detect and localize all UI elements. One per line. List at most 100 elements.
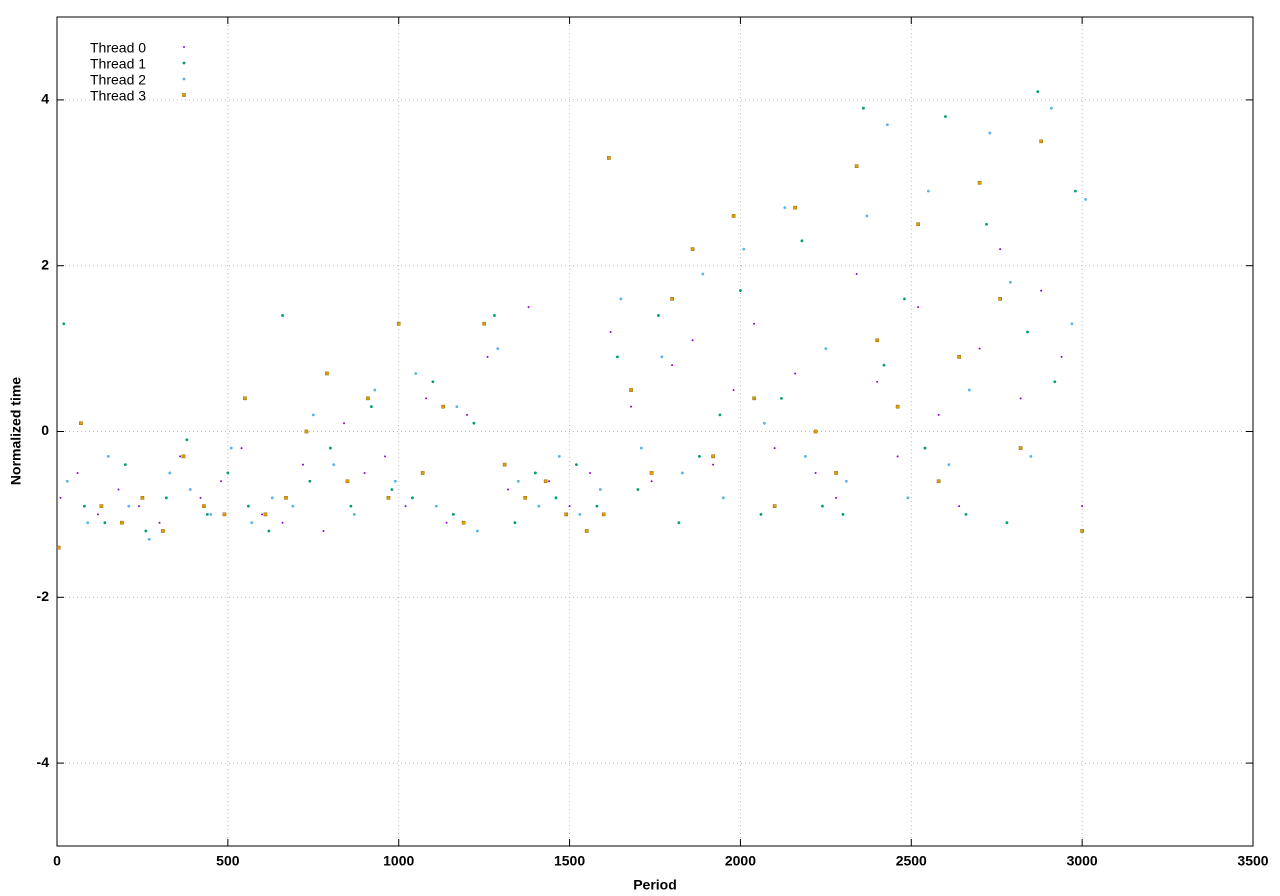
data-point [814, 471, 817, 474]
data-point [834, 471, 838, 475]
data-point [386, 496, 391, 500]
data-point [138, 505, 141, 508]
data-point [496, 347, 500, 350]
data-point [718, 413, 722, 417]
data-point [270, 496, 274, 500]
data-point [690, 247, 695, 251]
data-point [240, 447, 243, 450]
data-point [835, 496, 838, 499]
data-point [677, 521, 681, 525]
data-point [1036, 90, 1040, 94]
data-point [885, 123, 889, 127]
data-point [304, 429, 309, 434]
data-point [903, 297, 906, 301]
y-tick-label: -4 [37, 754, 50, 770]
data-point [988, 131, 992, 135]
data-point [1081, 505, 1084, 508]
data-point [103, 521, 107, 525]
data-point [824, 347, 828, 350]
data-point [680, 471, 684, 475]
data-point [261, 513, 264, 516]
data-point [609, 331, 612, 334]
data-point [964, 513, 968, 516]
data-point [527, 306, 530, 309]
data-point [1026, 330, 1029, 334]
data-point [1029, 454, 1033, 458]
x-tick-label: 1500 [554, 853, 585, 869]
data-point [366, 396, 370, 401]
data-point [144, 529, 148, 533]
data-point [434, 504, 438, 508]
data-point [876, 380, 879, 383]
data-point [607, 156, 611, 160]
data-point [127, 504, 131, 508]
data-point [534, 471, 537, 475]
data-point [62, 322, 66, 326]
data-point [821, 504, 824, 508]
data-point [199, 496, 202, 499]
data-point [284, 496, 288, 500]
data-point [670, 297, 674, 301]
data-point [161, 529, 165, 533]
data-point [243, 396, 247, 401]
data-point [65, 479, 69, 483]
data-point [649, 471, 654, 475]
data-point [332, 463, 336, 467]
data-point [739, 289, 742, 292]
data-point [978, 347, 981, 350]
data-point [451, 513, 455, 516]
data-point [117, 488, 120, 491]
data-point [762, 421, 766, 425]
data-point [772, 504, 777, 508]
data-point [854, 164, 859, 169]
legend-label: Thread 3 [90, 88, 146, 104]
data-point [328, 446, 332, 450]
data-point [373, 388, 377, 392]
data-point [616, 355, 619, 359]
legend-marker [183, 46, 185, 48]
data-point [140, 496, 145, 500]
data-point [917, 306, 920, 309]
data-point [384, 455, 387, 458]
data-point [472, 421, 476, 425]
data-point [1070, 322, 1074, 326]
y-tick-label: 4 [41, 91, 49, 107]
data-point [220, 480, 223, 483]
data-point [209, 513, 213, 516]
data-point [691, 339, 694, 342]
data-point [578, 513, 582, 516]
data-point [475, 529, 479, 533]
data-point [753, 322, 756, 325]
data-point [325, 371, 329, 376]
data-point [79, 421, 83, 426]
data-point [59, 496, 62, 499]
legend-marker [182, 93, 186, 97]
data-point [168, 471, 172, 475]
data-point [308, 479, 312, 483]
data-point [895, 404, 900, 409]
data-point [1040, 289, 1043, 292]
data-point [393, 479, 397, 483]
x-tick-label: 3500 [1237, 853, 1268, 869]
y-tick-label: 0 [41, 422, 49, 438]
data-point [441, 404, 445, 409]
data-point [106, 454, 110, 458]
data-point [813, 429, 818, 434]
data-point [322, 529, 325, 532]
data-point [575, 463, 578, 467]
data-point [1080, 529, 1084, 533]
data-point [363, 471, 366, 474]
data-point [650, 480, 653, 483]
data-point [916, 222, 920, 227]
data-point [630, 405, 633, 408]
data-point [568, 505, 571, 508]
data-point [554, 496, 558, 500]
data-point [181, 454, 186, 459]
data-point [147, 537, 151, 541]
x-tick-label: 3000 [1067, 853, 1098, 869]
data-point [507, 488, 510, 491]
data-point [349, 504, 353, 508]
legend-marker [182, 61, 186, 65]
data-point [120, 520, 124, 525]
y-axis-label: Normalized time [8, 377, 24, 485]
